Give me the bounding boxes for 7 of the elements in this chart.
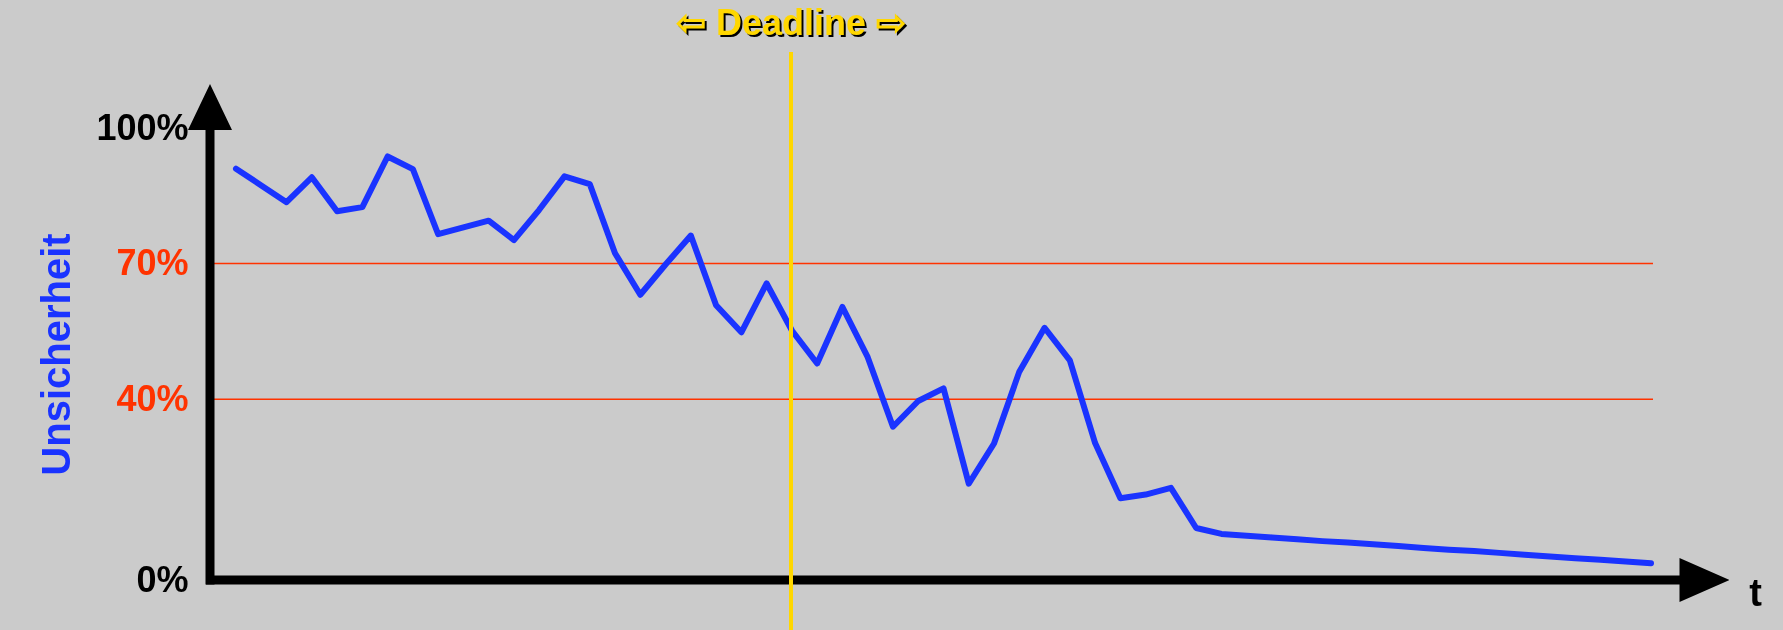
y-axis-title: Unsicherheit [34, 233, 79, 476]
y-tick-label: 100% [96, 106, 189, 148]
text: ⇦ Deadline ⇨ [677, 4, 909, 45]
x-axis-title: t [1749, 571, 1763, 614]
y-tick-label: 40% [116, 377, 189, 419]
y-tick-label: 0% [136, 558, 189, 600]
y-tick-label: 70% [116, 242, 189, 284]
